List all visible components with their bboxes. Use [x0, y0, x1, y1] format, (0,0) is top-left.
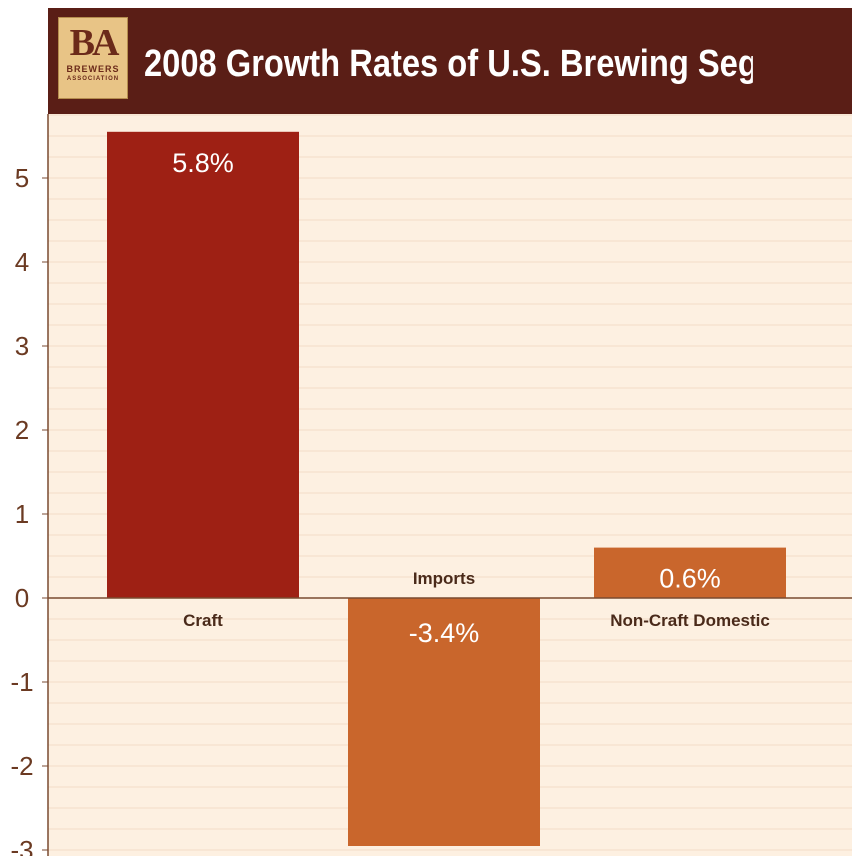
bar-non-craft-domestic: [594, 547, 786, 598]
bar-imports: [348, 598, 540, 846]
y-tick-label: -3: [10, 835, 33, 856]
y-tick-label: 1: [15, 499, 29, 529]
y-tick-label: -1: [10, 667, 33, 697]
y-tick-label: 0: [15, 583, 29, 613]
data-label: -3.4%: [409, 618, 480, 648]
plot-background: [48, 114, 852, 856]
chart-title: 2008 Growth Rates of U.S. Brewing Segmen…: [144, 43, 753, 85]
category-label: Imports: [413, 569, 475, 588]
logo-line-association: ASSOCIATION: [66, 76, 120, 82]
logo-mark: BA: [69, 22, 120, 64]
category-label: Craft: [183, 611, 223, 630]
y-tick-label: 5: [15, 163, 29, 193]
y-tick-label: 4: [15, 247, 29, 277]
y-tick-label: 2: [15, 415, 29, 445]
y-tick-label: 3: [15, 331, 29, 361]
data-label: 0.6%: [659, 564, 721, 594]
logo-line-brewers: BREWERS: [66, 64, 120, 74]
brewers-association-logo: BA BREWERS ASSOCIATION: [58, 17, 128, 99]
category-label: Non-Craft Domestic: [610, 611, 770, 630]
y-tick-label: -2: [10, 751, 33, 781]
title-bar: [48, 8, 852, 114]
bar-craft: [107, 131, 299, 599]
data-label: 5.8%: [172, 148, 234, 178]
